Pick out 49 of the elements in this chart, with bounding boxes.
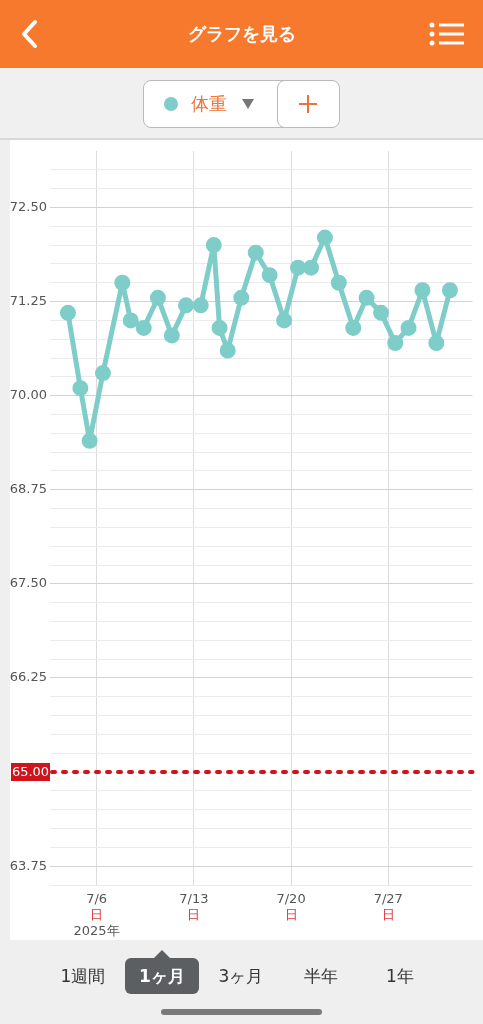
point — [330, 274, 347, 291]
point — [135, 319, 152, 336]
text: 半年 — [304, 965, 338, 987]
y-tick-label: 66.25 — [9, 669, 47, 685]
point — [149, 289, 166, 306]
point — [303, 259, 320, 276]
y-tick-label: 71.25 — [9, 292, 47, 308]
point — [373, 304, 390, 321]
x-tick-label: 7/27 日 — [373, 891, 403, 923]
y-tick-label: 72.50 — [9, 198, 47, 214]
point — [290, 259, 306, 276]
legend-label: 体重 — [191, 93, 227, 115]
point — [94, 365, 111, 382]
point — [205, 237, 222, 254]
point — [345, 319, 362, 336]
point — [72, 380, 89, 397]
point — [358, 289, 375, 306]
point — [247, 244, 264, 261]
point — [81, 432, 98, 449]
text: 1週間 — [60, 965, 106, 987]
point — [192, 297, 209, 314]
text: 1ヶ月 — [139, 965, 185, 987]
point — [163, 327, 180, 344]
x-tick-label: 7/20 日 — [276, 891, 306, 923]
point — [122, 312, 139, 329]
y-tick-label: 68.75 — [9, 481, 47, 497]
y-tick-label: 67.50 — [9, 575, 47, 591]
y-tick-label: 70.00 — [9, 387, 47, 403]
point — [276, 312, 293, 329]
point — [428, 334, 445, 351]
point — [441, 282, 458, 299]
point — [219, 342, 236, 359]
x-tick-label: 7/13 日 — [179, 891, 209, 923]
point — [261, 267, 278, 284]
point — [233, 289, 250, 306]
point — [178, 297, 195, 314]
chart-title: グラフを見る — [186, 22, 297, 46]
point — [59, 304, 76, 321]
point — [414, 282, 431, 299]
ref-line-label: 65.00 — [11, 764, 50, 780]
x-tick-label: 7/6 日 2025年 — [73, 891, 120, 939]
y-tick-label: 63.75 — [9, 857, 47, 873]
point — [211, 319, 228, 336]
point — [114, 274, 131, 291]
point — [316, 229, 333, 246]
point — [387, 334, 404, 351]
text: 3ヶ月 — [218, 965, 264, 987]
text: 1年 — [386, 965, 414, 987]
point — [400, 319, 417, 336]
